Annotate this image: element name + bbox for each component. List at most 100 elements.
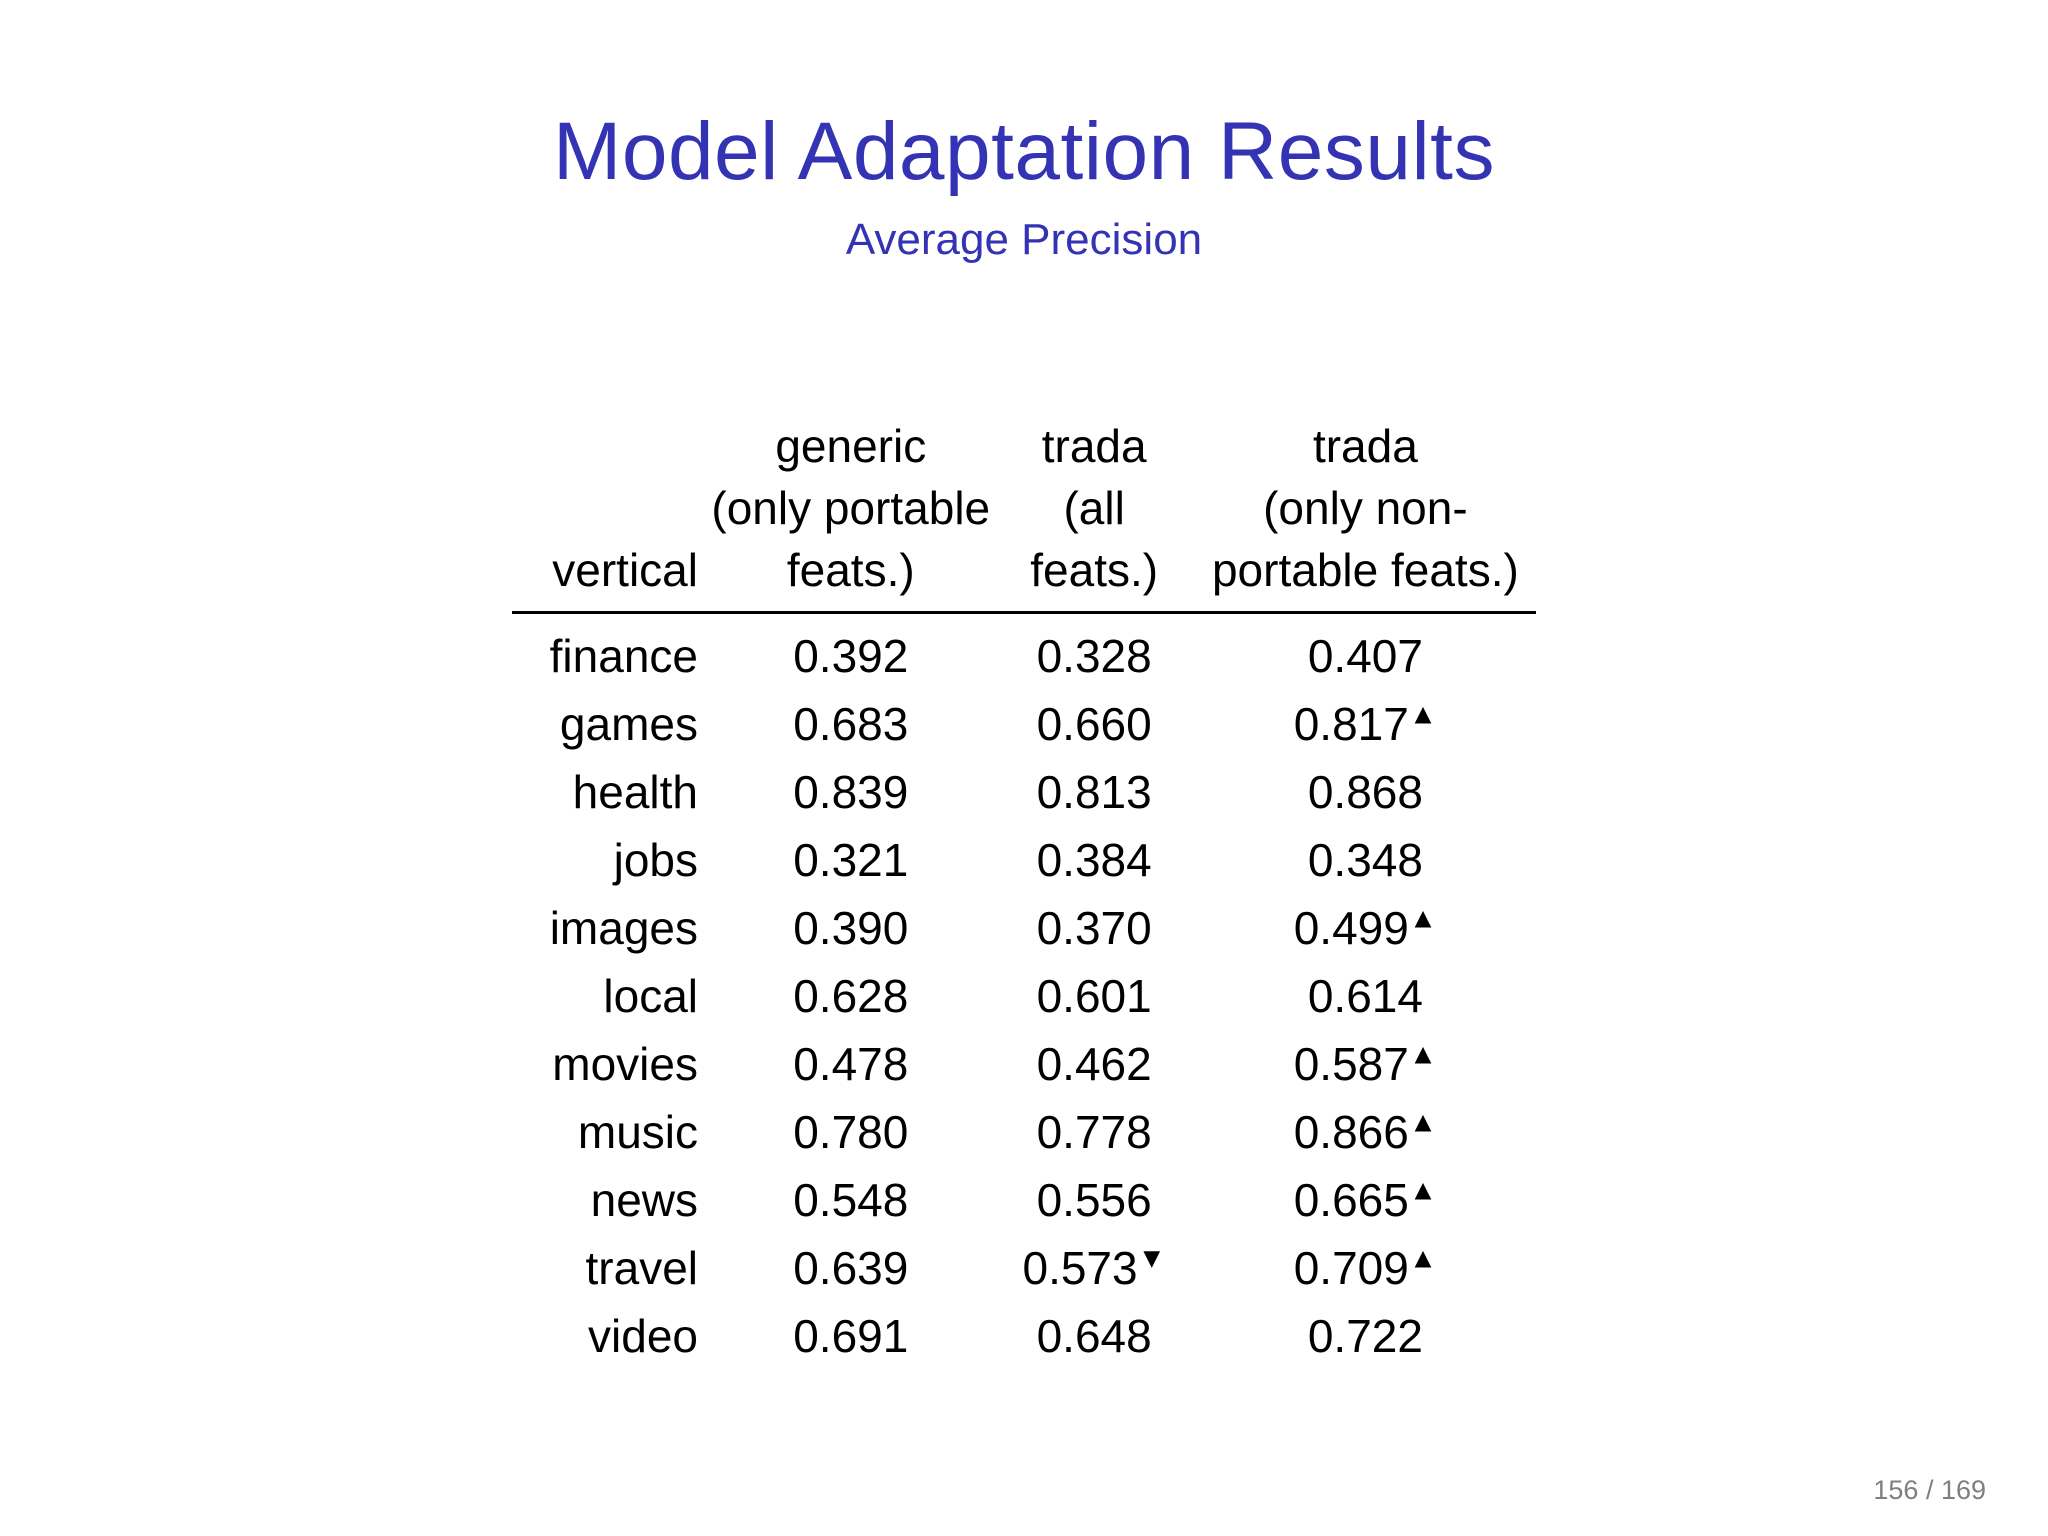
trada-np-value: 0.587▲ [1195,1030,1536,1098]
trada-all-value: 0.384 [994,826,1195,894]
generic-value: 0.478 [793,1038,909,1090]
table-row-news: news 0.548 0.556 0.665▲ [512,1166,1536,1234]
table-row-jobs: jobs 0.321 0.384 0.348 [512,826,1536,894]
results-table-container: vertical generic (only portable feats.) … [512,415,1536,1370]
trada-np-value: 0.348 [1195,826,1536,894]
value-text: 0.813 [1036,766,1152,818]
value-text: 0.573 [1022,1242,1138,1294]
vertical-label: video [588,1310,698,1362]
generic-value: 0.780 [793,1106,909,1158]
vertical-label: music [577,1106,698,1158]
col-header-trada-all-line2: (all feats.) [1030,482,1159,596]
triangle-marker-icon: ▲ [1408,1106,1438,1139]
page-number: 156 / 169 [1873,1475,1986,1505]
vertical-label: travel [585,1242,698,1294]
table-row-games: games 0.683 0.660 0.817▲ [512,690,1536,758]
table-row-images: images 0.390 0.370 0.499▲ [512,894,1536,962]
table-row-movies: movies 0.478 0.462 0.587▲ [512,1030,1536,1098]
triangle-marker-icon: ▲ [1408,1038,1438,1071]
value-text: 0.499 [1293,902,1409,954]
trada-all-value: 0.556 [994,1166,1195,1234]
triangle-marker-icon: ▲ [1408,1174,1438,1207]
generic-value: 0.390 [793,902,909,954]
trada-all-value: 0.370 [994,894,1195,962]
value-text: 0.709 [1293,1242,1409,1294]
value-text: 0.866 [1293,1106,1409,1158]
vertical-label: finance [549,630,698,682]
trada-all-value: 0.778 [994,1098,1195,1166]
value-text: 0.348 [1307,834,1423,886]
table-row-travel: travel 0.639 0.573▼ 0.709▲ [512,1234,1536,1302]
col-header-trada-all: trada (all feats.) [993,415,1195,614]
value-text: 0.407 [1307,630,1423,682]
vertical-label: images [549,902,698,954]
col-header-trada-np-line2: (only non-portable feats.) [1211,482,1519,596]
table-header: vertical generic (only portable feats.) … [512,415,1536,614]
generic-value: 0.691 [793,1310,909,1362]
triangle-marker-icon: ▲ [1408,698,1438,731]
trada-np-value: 0.817▲ [1195,690,1536,758]
triangle-marker-icon: ▲ [1408,902,1438,935]
trada-all-value: 0.660 [994,690,1195,758]
table-row-health: health 0.839 0.813 0.868 [512,758,1536,826]
trada-np-value: 0.499▲ [1195,894,1536,962]
trada-np-value: 0.665▲ [1195,1166,1536,1234]
value-text: 0.868 [1307,766,1423,818]
slide-subtitle: Average Precision [845,214,1203,264]
value-text: 0.370 [1036,902,1152,954]
triangle-marker-icon: ▼ [1137,1242,1166,1275]
generic-value: 0.548 [793,1174,909,1226]
value-text: 0.778 [1036,1106,1152,1158]
vertical-label: health [572,766,698,818]
trada-all-value: 0.573▼ [994,1234,1195,1302]
value-text: 0.614 [1307,970,1423,1022]
col-header-trada-np: trada (only non-portable feats.) [1194,415,1536,614]
col-header-trada-all-line1: trada [1041,420,1147,472]
trada-all-value: 0.648 [994,1302,1195,1370]
value-text: 0.722 [1307,1310,1423,1362]
value-text: 0.601 [1036,970,1152,1022]
table-row-finance: finance 0.392 0.328 0.407 [512,613,1536,691]
value-text: 0.462 [1036,1038,1152,1090]
value-text: 0.817 [1293,698,1409,750]
col-header-generic: generic (only portable feats.) [708,415,994,614]
table-body: finance 0.392 0.328 0.407 games 0.683 0.… [512,613,1536,1371]
col-header-generic-line2: (only portable feats.) [711,482,991,596]
value-text: 0.665 [1293,1174,1409,1226]
triangle-marker-icon: ▲ [1408,1242,1438,1275]
value-text: 0.384 [1036,834,1152,886]
trada-all-value: 0.328 [994,613,1195,691]
trada-np-value: 0.866▲ [1195,1098,1536,1166]
col-header-vertical: vertical [512,415,708,614]
vertical-label: news [590,1174,698,1226]
col-header-generic-line1: generic [775,420,927,472]
value-text: 0.660 [1036,698,1152,750]
value-text: 0.587 [1293,1038,1409,1090]
col-header-trada-np-line1: trada [1312,420,1418,472]
vertical-label: games [559,698,698,750]
table-row-video: video 0.691 0.648 0.722 [512,1302,1536,1370]
value-text: 0.556 [1036,1174,1152,1226]
trada-np-value: 0.407 [1195,613,1536,691]
trada-all-value: 0.601 [994,962,1195,1030]
trada-all-value: 0.462 [994,1030,1195,1098]
trada-all-value: 0.813 [994,758,1195,826]
value-text: 0.648 [1036,1310,1152,1362]
generic-value: 0.683 [793,698,909,750]
vertical-label: movies [552,1038,698,1090]
generic-value: 0.321 [793,834,909,886]
generic-value: 0.628 [793,970,909,1022]
header-row: vertical generic (only portable feats.) … [512,415,1536,614]
table-row-music: music 0.780 0.778 0.866▲ [512,1098,1536,1166]
table-row-local: local 0.628 0.601 0.614 [512,962,1536,1030]
value-text: 0.328 [1036,630,1152,682]
generic-value: 0.392 [793,630,909,682]
generic-value: 0.639 [793,1242,909,1294]
slide-title: Model Adaptation Results [553,105,1495,197]
trada-np-value: 0.868 [1195,758,1536,826]
vertical-label: local [603,970,698,1022]
results-table: vertical generic (only portable feats.) … [512,415,1536,1370]
trada-np-value: 0.709▲ [1195,1234,1536,1302]
trada-np-value: 0.722 [1195,1302,1536,1370]
generic-value: 0.839 [793,766,909,818]
